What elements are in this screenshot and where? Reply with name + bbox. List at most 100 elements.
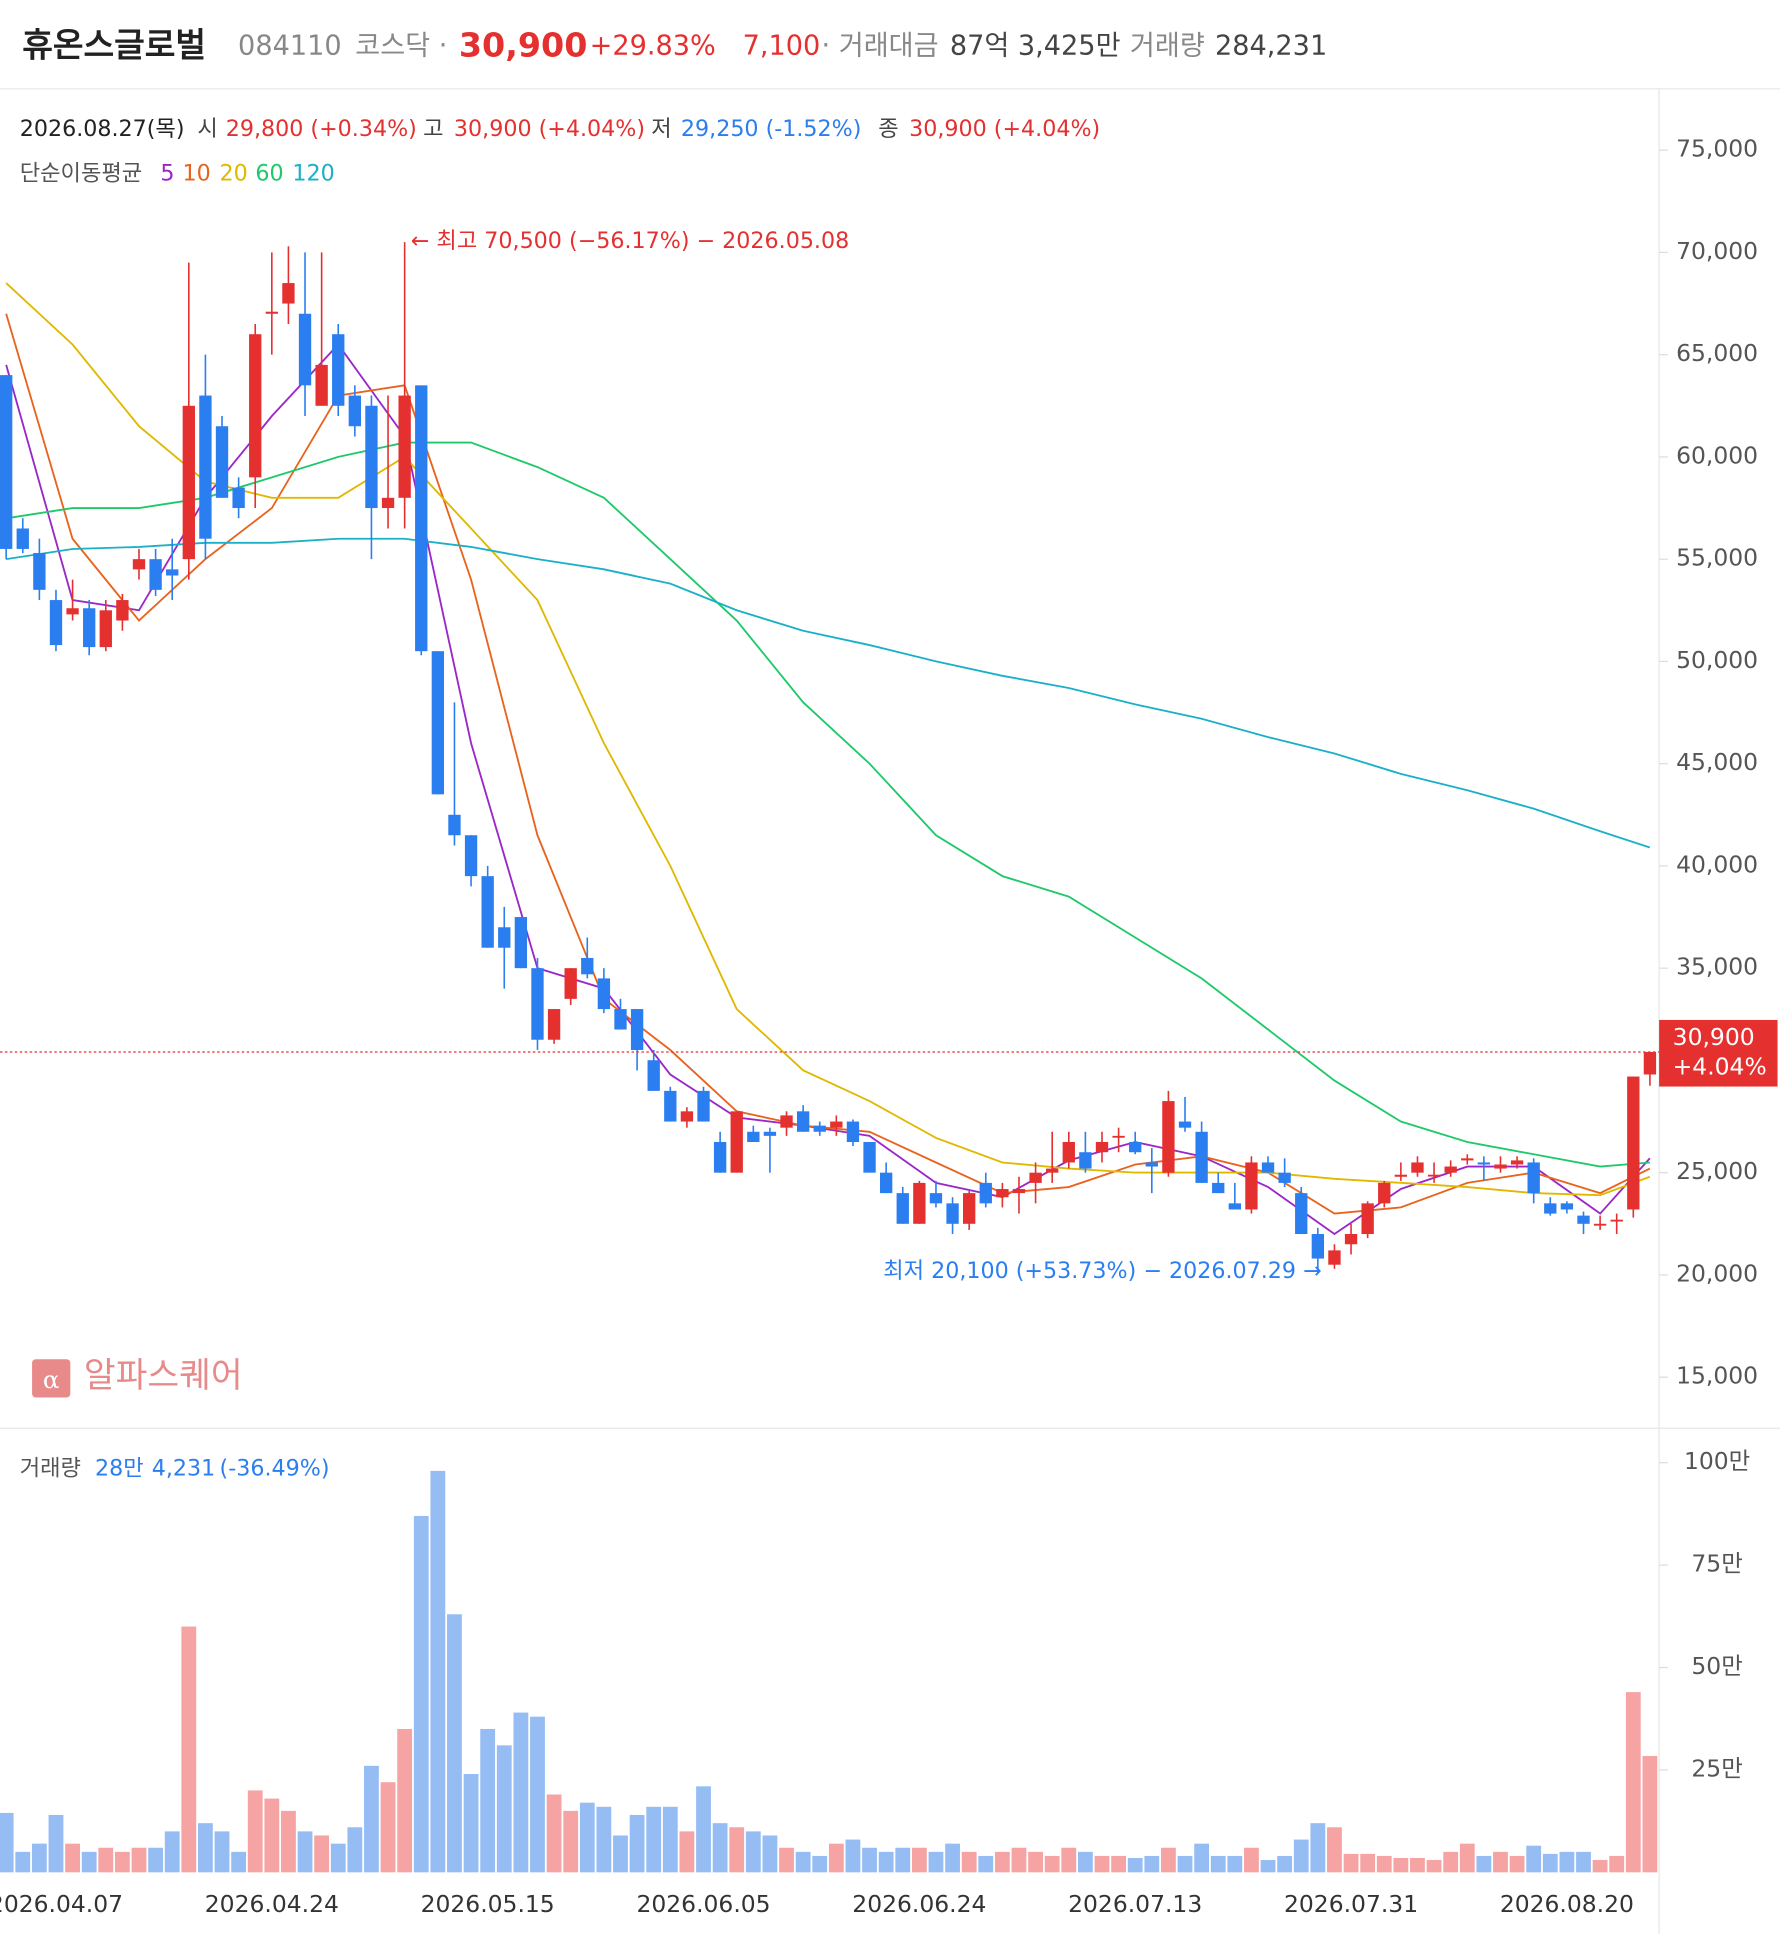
volume-bar: [662, 1806, 678, 1873]
candle-body: [1195, 1131, 1208, 1183]
volume-bar: [15, 1851, 31, 1873]
volume-bar: [1576, 1851, 1591, 1873]
candle-body: [564, 968, 577, 999]
legend-entry: 5: [160, 160, 174, 186]
x-tick-label: 2026.06.24: [852, 1890, 986, 1918]
volume-bar: [1459, 1843, 1475, 1873]
y-tick-label: 70,000: [1676, 237, 1758, 265]
volume-bar: [1293, 1839, 1309, 1873]
volume-bar: [629, 1814, 645, 1873]
volume-bar: [878, 1851, 894, 1873]
candle-body: [713, 1141, 727, 1173]
volume-bar: [1509, 1855, 1525, 1873]
volume-bar: [530, 1716, 545, 1873]
y-tick-label: 25,000: [1676, 1157, 1758, 1185]
volume-bar: [247, 1790, 263, 1873]
candle-body: [1494, 1164, 1507, 1169]
volume-bar: [1642, 1755, 1658, 1873]
candle-body: [1079, 1152, 1092, 1169]
volume-bar: [0, 1812, 14, 1873]
volume-bar: [114, 1851, 130, 1873]
volume-bar: [596, 1806, 612, 1873]
y2-tick-label: 75만: [1691, 1550, 1742, 1578]
volume-bar: [828, 1843, 844, 1873]
volume-bar: [1542, 1853, 1558, 1873]
price-tag-change: +4.04%: [1673, 1053, 1767, 1081]
volume-bar: [696, 1786, 711, 1873]
volume-bar: [65, 1843, 80, 1873]
volume-bar: [463, 1774, 479, 1873]
volume-bar: [231, 1851, 247, 1873]
volume-bar: [1061, 1847, 1077, 1873]
volume-bar: [1260, 1860, 1276, 1873]
candle-body: [1129, 1141, 1142, 1153]
volume-bar: [1410, 1857, 1425, 1873]
legend-entry: 120: [292, 160, 334, 186]
volume-bar: [1493, 1851, 1508, 1873]
candle-body: [0, 375, 13, 549]
volume-bar: [181, 1626, 197, 1873]
candle-body: [597, 978, 611, 1010]
candle-body: [1162, 1101, 1175, 1173]
candle-body: [1411, 1162, 1424, 1173]
candle-body: [1278, 1172, 1291, 1183]
y-tick-label: 50,000: [1676, 646, 1758, 674]
candle-body: [1461, 1158, 1474, 1161]
volume-bar: [1244, 1847, 1259, 1873]
price-tag-label: 30,900: [1673, 1023, 1755, 1051]
candle-body: [132, 559, 146, 570]
volume-bar: [679, 1831, 695, 1873]
volume-bar: [48, 1814, 64, 1873]
volume-bar: [1210, 1855, 1226, 1873]
candle-body: [1510, 1160, 1524, 1165]
volume-info-value: 28만: [95, 1456, 144, 1482]
candle-body: [1527, 1162, 1540, 1194]
candle-body: [182, 405, 195, 560]
volume-bar: [563, 1810, 579, 1873]
market: 코스닥 ·: [355, 30, 447, 61]
candle-body: [1012, 1189, 1026, 1194]
volume-bar: [264, 1798, 280, 1873]
watermark-icon: [32, 1359, 71, 1398]
volume-label: 거래량: [1130, 30, 1205, 61]
candle-body: [879, 1172, 893, 1194]
volume-bar: [496, 1745, 512, 1873]
candle-body: [547, 1009, 561, 1040]
volume-bar: [1044, 1855, 1060, 1873]
candle-body: [1560, 1203, 1574, 1210]
y-tick-label: 60,000: [1676, 441, 1758, 469]
y2-tick-label: 100만: [1684, 1447, 1750, 1475]
candle-body: [796, 1111, 810, 1132]
candle-body: [680, 1111, 694, 1122]
volume-bar: [712, 1823, 728, 1873]
volume-bar: [812, 1855, 828, 1873]
candle-body: [1378, 1182, 1391, 1204]
volume-bar: [1127, 1857, 1143, 1873]
candle-body: [431, 651, 445, 795]
candle-body: [979, 1182, 992, 1204]
x-tick-label: 2026.06.05: [636, 1890, 770, 1918]
candle-body: [630, 1009, 644, 1050]
volume-bar: [198, 1823, 213, 1873]
volume-bar: [480, 1728, 496, 1873]
volume: 284,231: [1215, 30, 1327, 61]
volume-bar: [1194, 1843, 1210, 1873]
volume-bar: [1443, 1851, 1459, 1873]
volume-bar: [1609, 1855, 1625, 1873]
candle-body: [99, 610, 112, 648]
candle-body: [514, 917, 528, 969]
price-tag: [1659, 1019, 1778, 1087]
volume-bar: [413, 1515, 429, 1873]
volume-bar: [1327, 1827, 1342, 1873]
candle-body: [697, 1090, 710, 1122]
candle-body: [1477, 1162, 1491, 1165]
volume-bar: [1028, 1851, 1043, 1873]
candle-body: [1178, 1121, 1192, 1128]
candle-body: [1593, 1223, 1607, 1226]
volume-bar: [978, 1855, 994, 1873]
legend-entry: 10: [183, 160, 211, 186]
price: 30,900: [459, 25, 588, 64]
